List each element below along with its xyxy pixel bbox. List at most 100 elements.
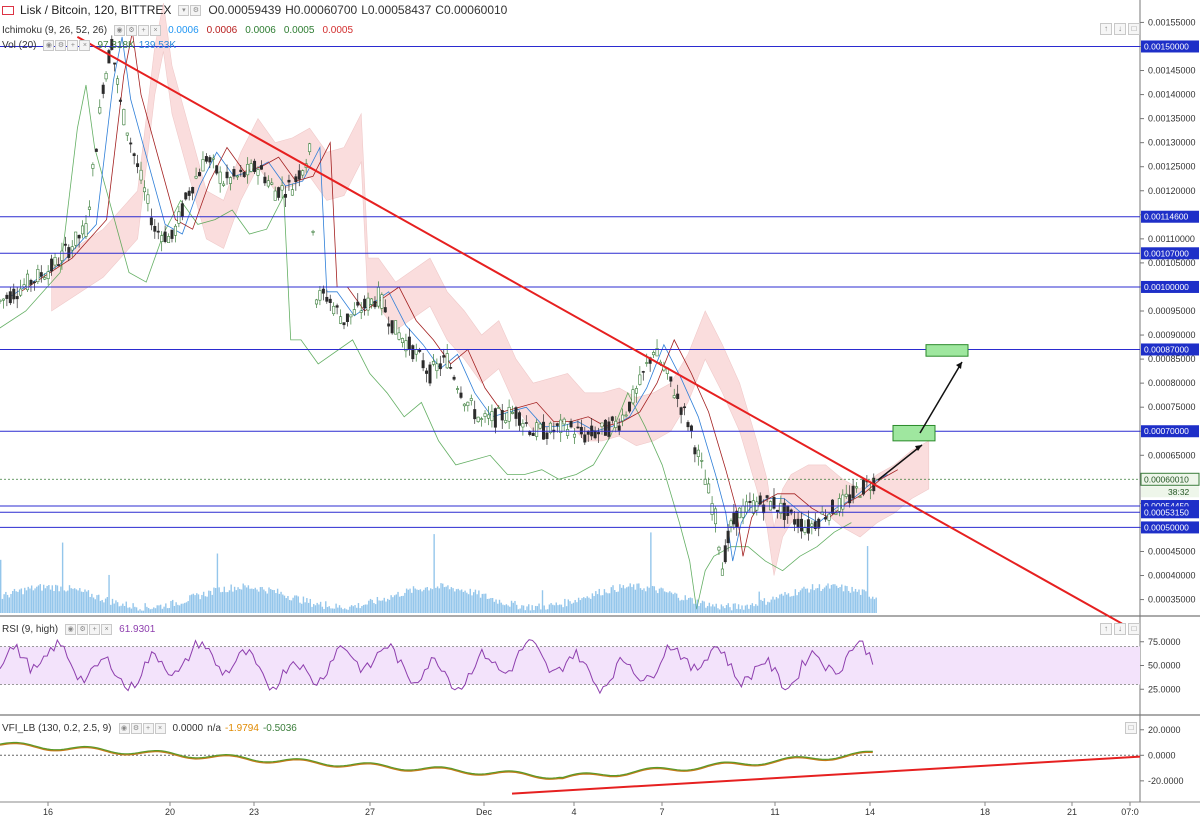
volume-bar	[323, 608, 325, 613]
candle-body	[548, 422, 552, 433]
volume-bar	[755, 604, 757, 613]
add-icon[interactable]: +	[138, 25, 150, 36]
close-icon[interactable]: ×	[154, 723, 166, 734]
eye-icon[interactable]: ◉	[65, 624, 77, 635]
volume-bar	[113, 603, 115, 613]
candle-body	[397, 332, 401, 340]
candle	[576, 420, 580, 429]
volume-bar	[696, 599, 698, 613]
volume-bar	[763, 598, 766, 613]
maximize-icon[interactable]: □	[1128, 623, 1140, 635]
volume-bar	[34, 588, 36, 613]
volume-bar	[658, 588, 661, 613]
candle	[8, 286, 12, 306]
candle-body	[235, 175, 239, 178]
eye-icon[interactable]: ◉	[118, 723, 130, 734]
maximize-icon[interactable]: □	[1125, 722, 1137, 734]
candle	[208, 155, 212, 169]
volume-legend[interactable]: Vol (20) ◉ ⚙ + × 97.318K 139.53K	[2, 40, 176, 51]
arrow-up-icon[interactable]: ↑	[1100, 623, 1112, 635]
candle-body	[772, 496, 776, 509]
close-icon[interactable]: ×	[150, 25, 162, 36]
maximize-icon[interactable]: □	[1128, 23, 1140, 35]
price-pane-controls[interactable]: ↑ ↓ □	[1100, 23, 1140, 35]
gear-icon[interactable]: ⚙	[190, 4, 202, 16]
add-icon[interactable]: +	[67, 40, 79, 51]
price-tick-label: 0.00125000	[1148, 162, 1196, 172]
candle-body	[301, 170, 305, 176]
candle-body	[827, 513, 831, 521]
volume-bar	[5, 591, 7, 613]
volume-bar	[514, 600, 516, 613]
candle	[246, 157, 250, 184]
candle-body	[693, 447, 697, 455]
candle	[683, 403, 687, 416]
gear-icon[interactable]: ⚙	[77, 624, 89, 635]
gear-icon[interactable]: ⚙	[55, 40, 67, 51]
candle	[844, 484, 848, 499]
volume-bar	[543, 605, 545, 613]
candle-body	[208, 157, 212, 163]
ichimoku-legend[interactable]: Ichimoku (9, 26, 52, 26) ◉ ⚙ + × 0.0006 0.00…	[2, 25, 361, 36]
volume-bar	[338, 605, 341, 613]
price-tick-label: 0.00045000	[1148, 546, 1196, 556]
volume-bar	[792, 595, 795, 613]
candle-body	[538, 423, 542, 429]
arrow-down-icon[interactable]: ↓	[1114, 623, 1126, 635]
volume-bar	[204, 596, 207, 613]
candle-body	[15, 296, 19, 300]
volume-bar	[297, 596, 299, 613]
volume-bar	[173, 605, 176, 613]
close-icon[interactable]: ×	[101, 624, 113, 635]
add-icon[interactable]: +	[89, 624, 101, 635]
volume-bar	[110, 604, 112, 613]
price-tick-label: 0.00040000	[1148, 571, 1196, 581]
vfi-pane-controls[interactable]: □	[1125, 722, 1137, 734]
gear-icon[interactable]: ⚙	[130, 723, 142, 734]
vfi-legend[interactable]: VFI_LB (130, 0.2, 2.5, 9) ◉ ⚙ + × 0.0000 n/…	[2, 723, 297, 734]
rsi-pane-controls[interactable]: ↑ ↓ □	[1100, 623, 1140, 635]
volume-bar	[251, 588, 253, 613]
candle-body	[617, 425, 621, 431]
candle	[218, 166, 222, 193]
candle-body	[50, 258, 54, 272]
volume-bar	[130, 608, 133, 613]
candle-body	[545, 432, 549, 439]
volume-bar	[784, 592, 786, 613]
volume-bar	[177, 604, 179, 613]
candle-body	[610, 416, 614, 421]
candle-body	[459, 392, 463, 398]
volume-bar	[318, 604, 320, 613]
ichimoku-value: 0.0005	[322, 25, 354, 36]
volume-bar	[330, 608, 332, 613]
candle	[418, 347, 422, 354]
eye-icon[interactable]: ◉	[43, 40, 55, 51]
volume-bar	[593, 596, 595, 613]
add-icon[interactable]: +	[142, 723, 154, 734]
candle	[67, 244, 71, 262]
candle-body	[98, 107, 102, 114]
candle	[562, 417, 566, 432]
close-icon[interactable]: ×	[79, 40, 91, 51]
volume-bar	[239, 588, 241, 613]
volume-bar	[645, 591, 647, 613]
volume-bar	[287, 595, 289, 613]
level-label-bg	[1141, 210, 1199, 223]
volume-bar	[509, 606, 511, 613]
candle	[63, 236, 67, 252]
candle-body	[775, 509, 779, 513]
volume-bar	[77, 590, 79, 613]
candle	[198, 168, 202, 177]
arrow-up-icon[interactable]: ↑	[1100, 23, 1112, 35]
candle-body	[136, 163, 140, 168]
rsi-legend[interactable]: RSI (9, high) ◉ ⚙ + × 61.9301	[2, 624, 155, 635]
chevron-down-icon[interactable]: ▾	[178, 4, 190, 16]
eye-icon[interactable]: ◉	[114, 25, 126, 36]
arrow-down-icon[interactable]: ↓	[1114, 23, 1126, 35]
symbol-buttons[interactable]: ▾ ⚙	[178, 4, 202, 16]
symbol-legend[interactable]: Lisk / Bitcoin, 120, BITTREX ▾ ⚙ O0.00059…	[2, 3, 507, 17]
volume-bar	[276, 588, 279, 613]
volume-bar	[311, 606, 313, 613]
candle	[521, 419, 525, 436]
gear-icon[interactable]: ⚙	[126, 25, 138, 36]
